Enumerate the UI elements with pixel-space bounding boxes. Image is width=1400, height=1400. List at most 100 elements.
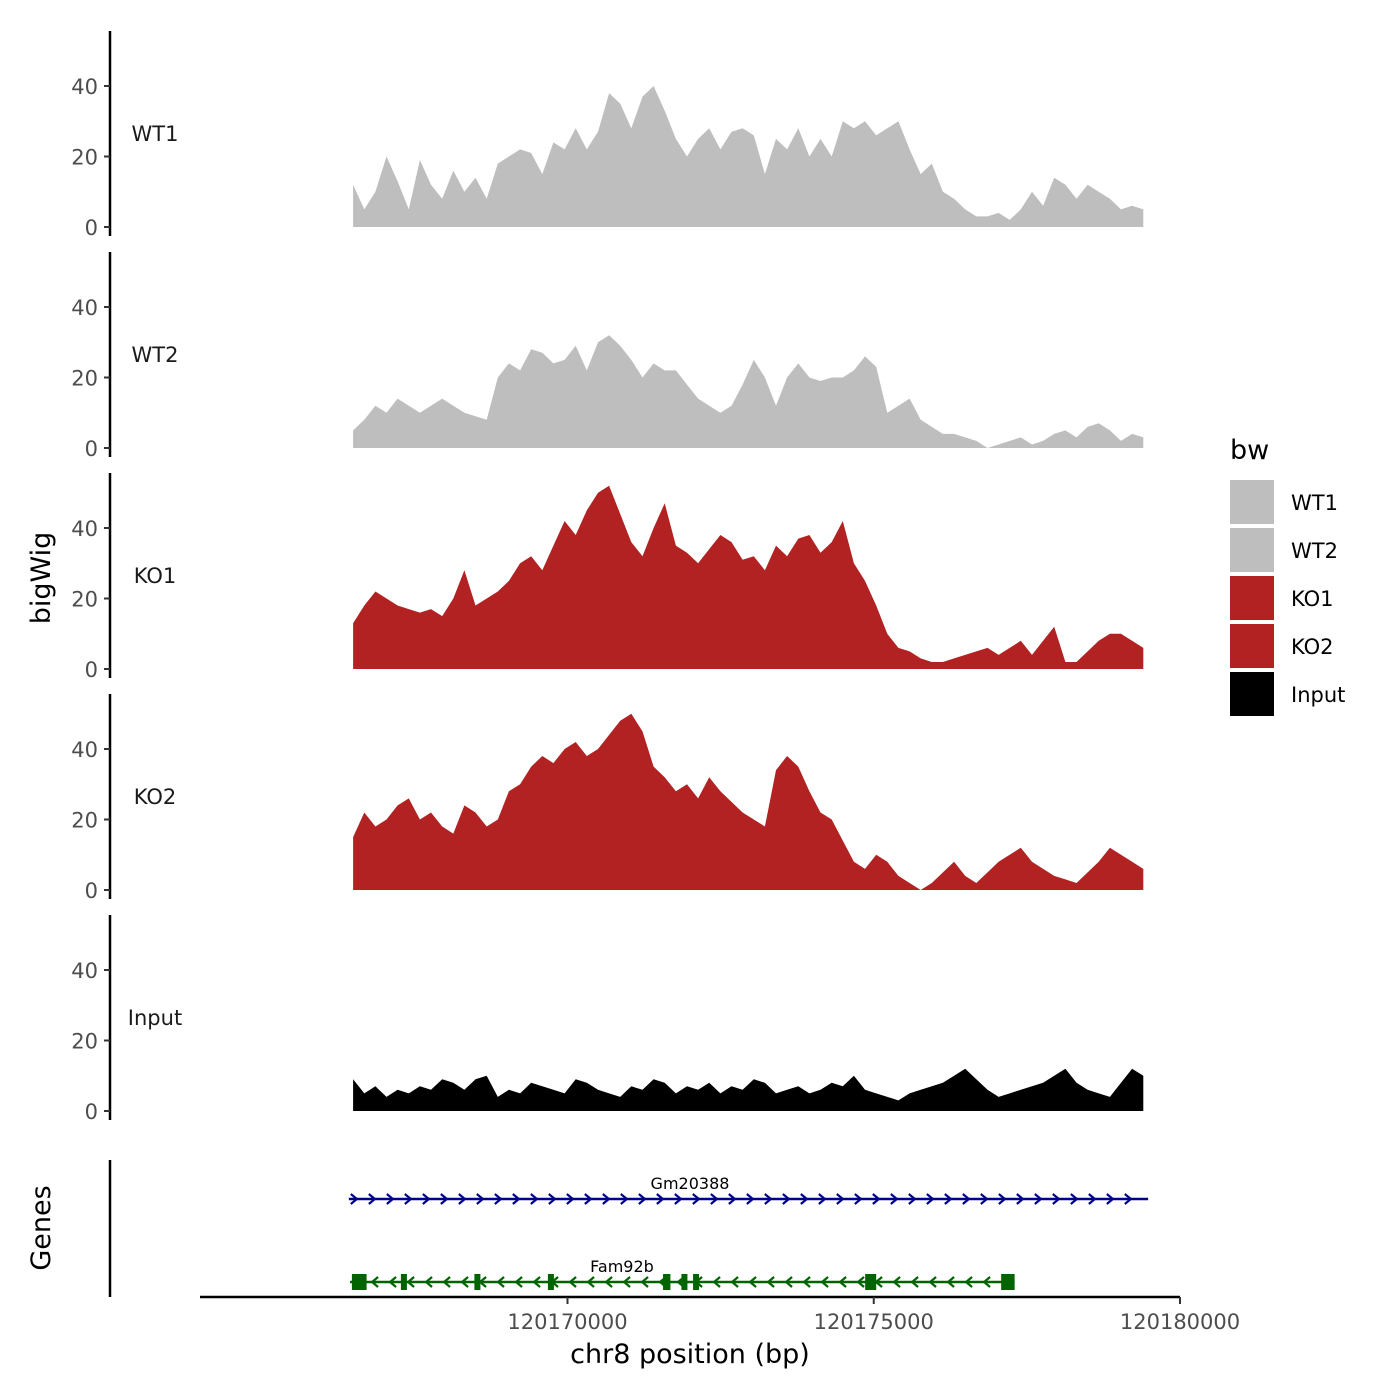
exon [547, 1274, 554, 1290]
strand-chevron [926, 1193, 935, 1205]
x-tick-label: 120170000 [507, 1310, 627, 1334]
strand-chevron [998, 1193, 1007, 1205]
strand-chevron [442, 1276, 451, 1288]
strand-chevron [1106, 1193, 1115, 1205]
strand-chevron [640, 1276, 649, 1288]
y-tick-label: 20 [71, 367, 98, 391]
strand-chevron [406, 1276, 415, 1288]
exon [351, 1274, 367, 1290]
exon [663, 1274, 671, 1290]
y-tick-label: 40 [71, 738, 98, 762]
track-label-wt2: WT2 [132, 343, 179, 367]
strand-chevron [1034, 1193, 1043, 1205]
strand-chevron [602, 1193, 611, 1205]
strand-chevron [964, 1276, 973, 1288]
track-label-ko2: KO2 [134, 785, 177, 809]
legend-label-wt2: WT2 [1291, 539, 1338, 563]
strand-chevron [638, 1193, 647, 1205]
strand-chevron [820, 1276, 829, 1288]
strand-chevron [350, 1193, 359, 1205]
y-tick-label: 20 [71, 588, 98, 612]
track-input: 0 20 40 Input [71, 915, 1144, 1124]
strand-chevron [818, 1193, 827, 1205]
legend-key-input [1230, 672, 1274, 716]
strand-chevron [962, 1193, 971, 1205]
track-label-wt1: WT1 [132, 122, 179, 146]
signal-tracks: 0 20 40 WT1 0 20 40 WT2 0 20 40 KO1 0 20 40 KO2 0 20 40 Inp… [71, 31, 1144, 1124]
strand-chevron [656, 1193, 665, 1205]
legend-key-ko2 [1230, 624, 1274, 668]
x-axis-title: chr8 position (bp) [570, 1339, 810, 1370]
strand-chevron [386, 1193, 395, 1205]
signal-area-wt1 [353, 86, 1144, 227]
strand-chevron [368, 1193, 377, 1205]
y-tick-label: 20 [71, 146, 98, 170]
exon [400, 1274, 407, 1290]
track-label-input: Input [128, 1006, 182, 1030]
strand-chevron [802, 1276, 811, 1288]
track-label-ko1: KO1 [134, 564, 177, 588]
strand-chevron [928, 1276, 937, 1288]
strand-chevron [1016, 1193, 1025, 1205]
strand-chevron [604, 1276, 613, 1288]
strand-chevron [728, 1193, 737, 1205]
gene-fam92b: Fam92b [350, 1257, 1015, 1290]
signal-area-ko1 [353, 485, 1144, 669]
y-tick-label: 40 [71, 75, 98, 99]
gene-label-fam92b: Fam92b [590, 1257, 654, 1276]
strand-chevron [1052, 1193, 1061, 1205]
strand-chevron [622, 1276, 631, 1288]
strand-chevron [424, 1276, 433, 1288]
y-tick-label: 40 [71, 296, 98, 320]
strand-chevron [496, 1276, 505, 1288]
y-tick-label: 40 [71, 517, 98, 541]
strand-chevron [568, 1276, 577, 1288]
y-tick-label: 0 [85, 1100, 98, 1124]
strand-chevron [620, 1193, 629, 1205]
strand-chevron [440, 1193, 449, 1205]
strand-chevron [404, 1193, 413, 1205]
strand-chevron [512, 1193, 521, 1205]
strand-chevron [514, 1276, 523, 1288]
y-tick-label: 0 [85, 437, 98, 461]
strand-chevron [782, 1193, 791, 1205]
legend-label-ko1: KO1 [1291, 587, 1334, 611]
strand-chevron [458, 1193, 467, 1205]
strand-chevron [748, 1276, 757, 1288]
exon [474, 1274, 481, 1290]
strand-chevron [764, 1193, 773, 1205]
genes-axis-title: Genes [26, 1185, 57, 1270]
strand-chevron [674, 1193, 683, 1205]
legend: bw WT1 WT2 KO1 KO2 Input [1230, 435, 1345, 716]
y-tick-label: 0 [85, 216, 98, 240]
y-tick-label: 0 [85, 658, 98, 682]
strand-chevron [784, 1276, 793, 1288]
strand-chevron [1070, 1193, 1079, 1205]
strand-chevron [548, 1193, 557, 1205]
y-axis-title: bigWig [26, 532, 57, 625]
x-tick-label: 120180000 [1120, 1310, 1240, 1334]
exon [865, 1274, 877, 1290]
strand-chevron [586, 1276, 595, 1288]
strand-chevron [890, 1193, 899, 1205]
track-ko2: 0 20 40 KO2 [71, 694, 1144, 903]
strand-chevron [982, 1276, 991, 1288]
strand-chevron [566, 1193, 575, 1205]
track-ko1: 0 20 40 KO1 [71, 473, 1144, 682]
strand-chevron [422, 1193, 431, 1205]
y-tick-label: 0 [85, 879, 98, 903]
legend-key-wt1 [1230, 480, 1274, 524]
strand-chevron [838, 1276, 847, 1288]
strand-chevron [800, 1193, 809, 1205]
legend-key-ko1 [1230, 576, 1274, 620]
strand-chevron [910, 1276, 919, 1288]
exon [693, 1274, 700, 1290]
y-tick-label: 40 [71, 959, 98, 983]
strand-chevron [370, 1276, 379, 1288]
strand-chevron [892, 1276, 901, 1288]
gene-gm20388: Gm20388 [348, 1174, 1149, 1205]
exon [681, 1274, 688, 1290]
legend-label-ko2: KO2 [1291, 635, 1334, 659]
strand-chevron [476, 1193, 485, 1205]
strand-chevron [494, 1193, 503, 1205]
